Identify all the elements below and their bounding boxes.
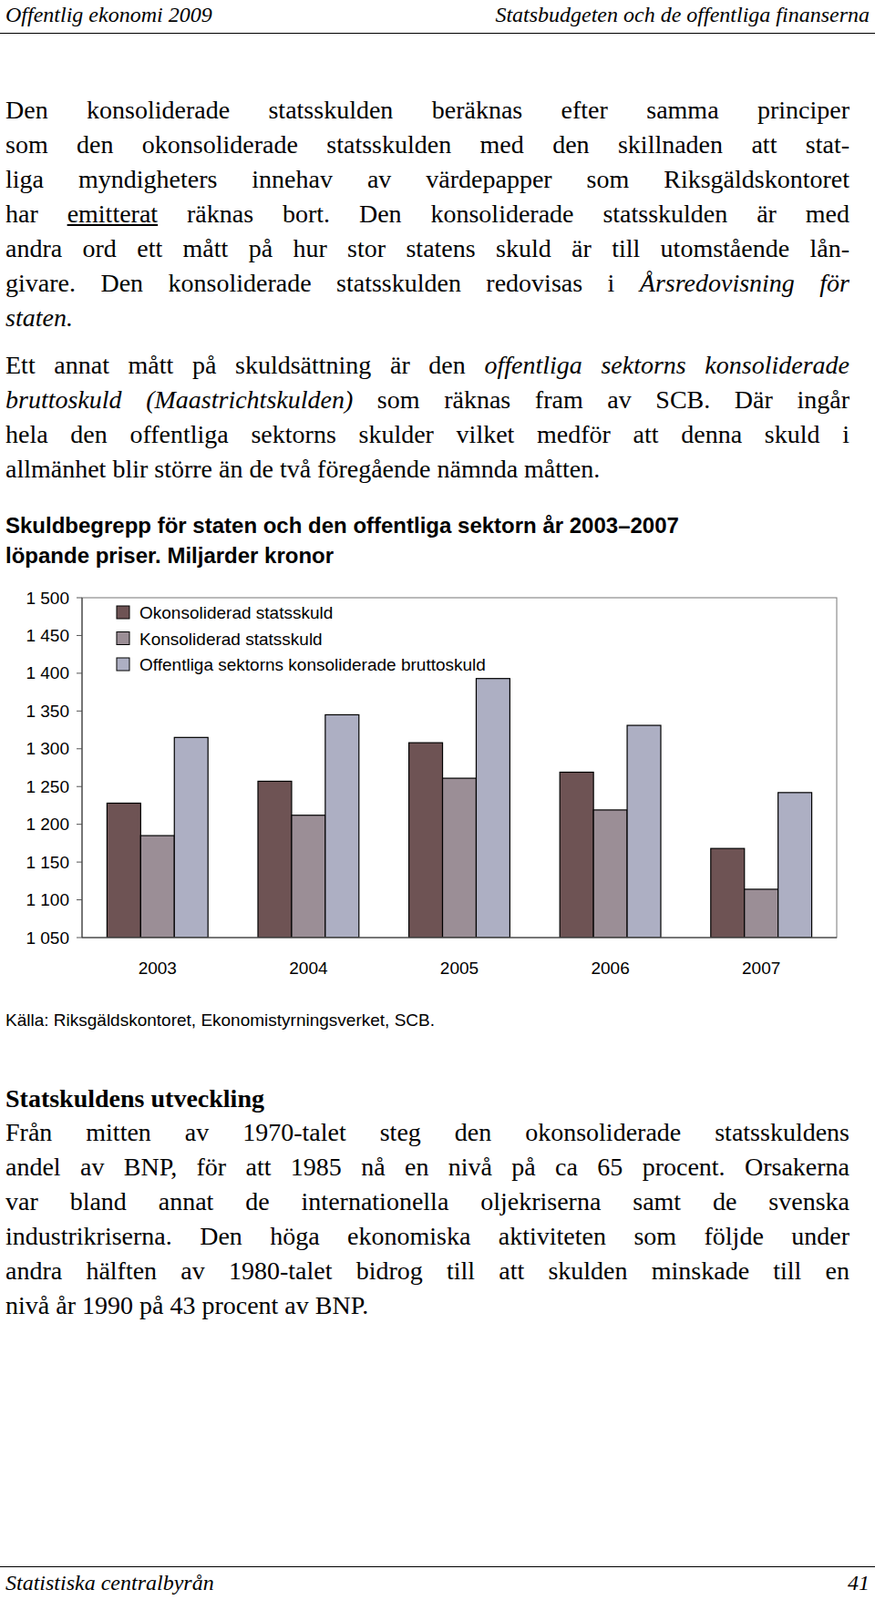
x-tick-label: 2006 [590, 958, 629, 978]
bar [627, 725, 661, 938]
text-span: hela den offentliga sektorns skulder vil… [5, 420, 850, 449]
bar [710, 848, 745, 938]
x-tick-label: 2004 [288, 958, 329, 978]
text-span: Ett annat mått på skuldsättning är den [5, 350, 484, 380]
text-span: offentliga sektorns konsoliderade [483, 350, 850, 380]
bar [778, 792, 813, 938]
bar [174, 737, 208, 938]
header-right: Statsbudgeten och de offentliga finanser… [494, 0, 870, 29]
bar [140, 835, 175, 938]
text-line: bruttoskuld (Maastrichtskulden) som räkn… [5, 382, 850, 418]
y-tick-label: 1 450 [25, 626, 70, 646]
y-tick-label: 1 050 [25, 928, 70, 948]
y-tick-label: 1 500 [25, 588, 70, 608]
source: Källa: Riksgäldskontoret, Ekonomistyrnin… [5, 1008, 435, 1033]
text-span: bruttoskuld (Maastrichtskulden) [5, 385, 353, 414]
text-span: allmänhet blir större än de två föregåen… [5, 454, 600, 484]
y-tick-label: 1 300 [25, 739, 70, 759]
text-line: liga myndigheters innehav av värdepapper… [5, 162, 850, 197]
legend-label: Konsoliderad statsskuld [139, 629, 323, 649]
y-tick [76, 862, 83, 864]
x-axis [82, 937, 837, 939]
y-tick [76, 710, 83, 712]
y-tick [76, 823, 83, 825]
text-span: andra ord ett mått på hur stor statens s… [5, 234, 850, 263]
text-line: staten. [5, 300, 850, 336]
text-line: andel av BNP, för att 1985 nå en nivå på… [5, 1150, 850, 1185]
y-tick [76, 786, 83, 788]
text-line: som den okonsoliderade statsskulden med … [5, 127, 850, 163]
text-line: industrikriserna. Den höga ekonomiska ak… [5, 1219, 850, 1255]
text-line: andra hälften av 1980-talet bidrog till … [5, 1254, 850, 1289]
text-line: var bland annat de internationella oljek… [5, 1184, 850, 1220]
bar [442, 778, 477, 938]
text-span: Den konsoliderade statsskulden beräknas … [5, 95, 850, 124]
bar [291, 815, 326, 938]
footer-right: 41 [847, 1569, 870, 1597]
y-tick [76, 899, 83, 901]
bar [106, 802, 141, 938]
footer-left: Statistiska centralbyrån [5, 1569, 215, 1597]
x-tick-label: 2007 [741, 958, 781, 978]
text-line: Den konsoliderade statsskulden beräknas … [5, 92, 850, 128]
text-span: liga myndigheters innehav av värdepapper… [5, 164, 850, 194]
text-span: givare. Den konsoliderade statsskulden r… [5, 268, 640, 298]
y-tick-label: 1 350 [25, 701, 70, 721]
text-line: allmänhet blir större än de två föregåen… [5, 452, 850, 487]
legend-label: Offentliga sektorns konsoliderade brutto… [139, 655, 486, 675]
x-tick-label: 2005 [440, 958, 479, 978]
footer-rule [0, 1566, 875, 1568]
y-tick-label: 1 150 [25, 853, 70, 873]
y-tick [76, 597, 83, 599]
bar [257, 781, 292, 938]
y-tick [76, 672, 83, 674]
section-heading: Statskuldens utveckling [5, 1081, 265, 1117]
y-axis [82, 597, 83, 938]
y-tick-label: 1 200 [25, 814, 70, 834]
chart-title: Skuldbegrepp för staten och den offentli… [5, 512, 680, 540]
page: Offentlig ekonomi 2009 Statsbudgeten och … [0, 0, 875, 1600]
legend-label: Okonsoliderad statsskuld [139, 603, 333, 623]
text-span: räknas bort. Den konsoliderade statsskul… [157, 199, 850, 228]
y-tick-label: 1 400 [25, 663, 70, 683]
y-tick-label: 1 250 [25, 777, 70, 797]
text-line: givare. Den konsoliderade statsskulden r… [5, 266, 850, 301]
bar [593, 810, 628, 938]
bar [409, 742, 443, 938]
x-tick-label: 2003 [138, 958, 177, 978]
legend-swatch [116, 606, 130, 619]
legend-swatch [116, 632, 130, 646]
y-tick [76, 635, 83, 637]
y-tick [76, 748, 83, 750]
text-line: andra ord ett mått på hur stor statens s… [5, 231, 850, 267]
plot-frame [82, 597, 837, 938]
text-line: Ett annat mått på skuldsättning är den o… [5, 348, 850, 383]
header-left: Offentlig ekonomi 2009 [5, 0, 213, 29]
bar [325, 714, 360, 938]
chart-subtitle: löpande priser. Miljarder kronor [5, 542, 334, 570]
text-span: Årsredovisning för [639, 268, 850, 298]
text-line: har emitterat räknas bort. Den konsolide… [5, 196, 850, 232]
bars [106, 679, 812, 938]
bar [559, 772, 594, 938]
text-line: nivå år 1990 på 43 procent av BNP. [5, 1288, 850, 1324]
text-span: som den okonsoliderade statsskulden med … [5, 130, 850, 159]
bar [744, 889, 779, 938]
text-span: staten. [5, 303, 73, 332]
text-span: som räknas fram av SCB. Där ingår [352, 385, 850, 414]
header-rule [0, 32, 875, 34]
legend-swatch [116, 658, 130, 671]
bar [475, 679, 510, 938]
text-line: hela den offentliga sektorns skulder vil… [5, 417, 850, 453]
y-tick [76, 937, 83, 939]
y-tick-label: 1 100 [25, 890, 70, 910]
chart: 1 050 1 100 1 150 1 200 1 250 1 300 1 350 1 400… [0, 0, 875, 1600]
link[interactable]: emitterat [67, 199, 159, 228]
text-span: har [5, 199, 68, 228]
text-line: Från mitten av 1970-talet steg den okons… [5, 1115, 850, 1151]
